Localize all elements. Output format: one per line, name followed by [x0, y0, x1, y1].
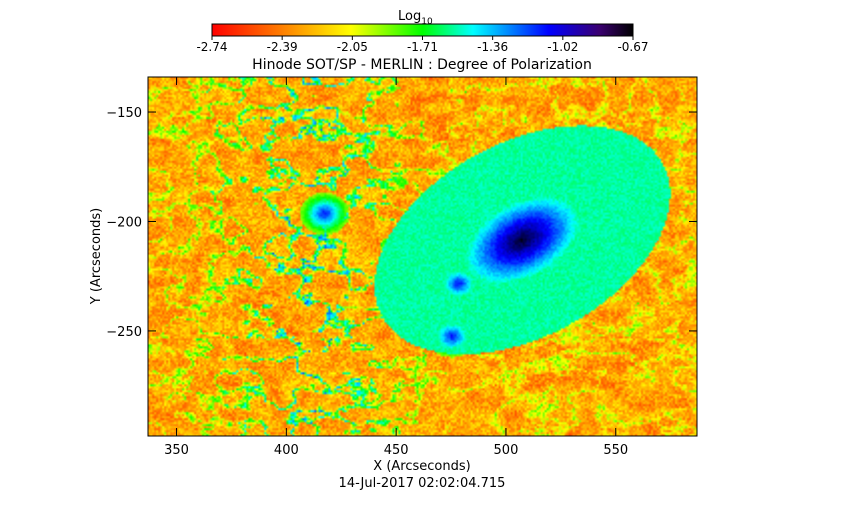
colorbar-ticks: -2.74 -2.39 -2.05 -1.71 -1.36 -1.02 -0.67 — [196, 36, 649, 54]
colorbar-tick-label: -2.05 — [337, 40, 368, 54]
y-tick-label: −150 — [106, 106, 142, 121]
colorbar-tick-label: -2.74 — [196, 40, 227, 54]
colorbar-tick-label: -1.36 — [477, 40, 508, 54]
chart-title: Hinode SOT/SP - MERLIN : Degree of Polar… — [252, 57, 592, 73]
x-tick-label: 500 — [494, 443, 519, 458]
x-tick-label: 450 — [384, 443, 409, 458]
colorbar-tick-label: -0.67 — [617, 40, 648, 54]
polarization-heatmap — [148, 77, 697, 436]
y-axis: −150 −200 −250 — [106, 106, 697, 340]
x-tick-label: 350 — [164, 443, 189, 458]
x-tick-label: 400 — [274, 443, 299, 458]
colorbar-tick-label: -1.71 — [407, 40, 438, 54]
colorbar — [211, 23, 634, 37]
y-tick-label: −200 — [106, 215, 142, 230]
colorbar-tick-label: -1.02 — [547, 40, 578, 54]
colorbar-label: Log10 — [398, 9, 433, 27]
x-tick-label: 550 — [603, 443, 628, 458]
colorbar-tick-label: -2.39 — [267, 40, 298, 54]
y-tick-label: −250 — [106, 325, 142, 340]
plot-frame — [147, 76, 698, 437]
y-axis-label: Y (Arcseconds) — [89, 208, 104, 305]
x-axis-label: X (Arcseconds) — [373, 459, 470, 474]
timestamp: 14-Jul-2017 02:02:04.715 — [339, 476, 506, 491]
x-axis: 350 400 450 500 550 — [164, 77, 628, 458]
